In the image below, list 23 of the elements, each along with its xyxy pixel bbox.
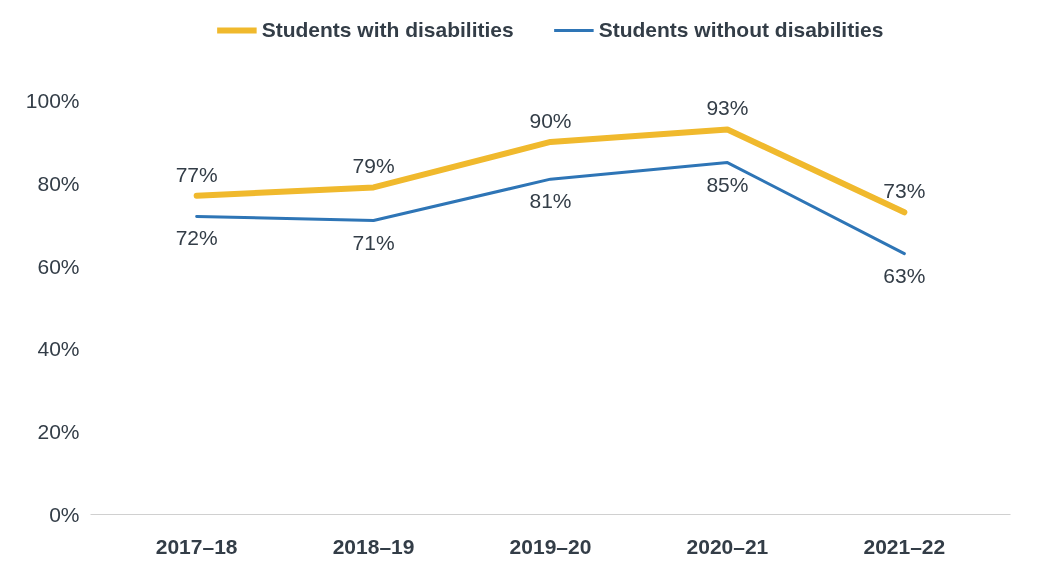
y-tick-label: 40% [37, 337, 80, 361]
y-tick-label: 80% [37, 171, 80, 195]
legend-label: Students without disabilities [598, 18, 884, 42]
data-label: 71% [352, 230, 395, 254]
y-tick-label: 100% [25, 89, 80, 112]
y-tick-label: 0% [49, 503, 80, 526]
data-label: 93% [706, 96, 749, 120]
x-tick-label: 2021–22 [863, 534, 946, 558]
x-tick-label: 2020–21 [686, 534, 769, 558]
y-tick-label: 60% [37, 254, 80, 278]
data-label: 72% [175, 226, 218, 250]
x-tick-label: 2019–20 [509, 534, 592, 558]
data-label: 85% [706, 172, 749, 196]
legend-label: Students with disabilities [261, 18, 514, 42]
data-label: 63% [883, 263, 926, 287]
data-label: 81% [529, 189, 572, 213]
y-tick-label: 20% [37, 420, 80, 444]
data-label: 77% [175, 162, 218, 186]
x-tick-label: 2018–19 [332, 534, 415, 558]
data-label: 73% [883, 179, 926, 203]
data-label: 79% [352, 154, 395, 178]
data-label: 90% [529, 108, 572, 132]
x-tick-label: 2017–18 [155, 534, 238, 558]
